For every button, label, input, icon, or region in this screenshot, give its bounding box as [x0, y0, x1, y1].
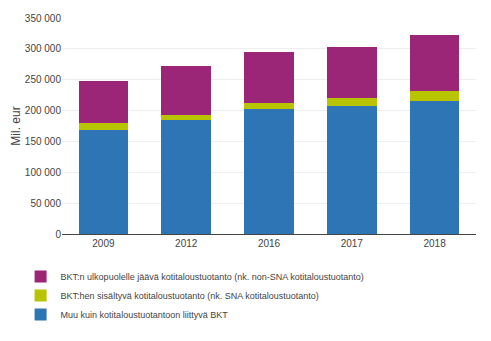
- svg-text:100 000: 100 000: [25, 167, 62, 178]
- svg-text:50 000: 50 000: [30, 198, 61, 209]
- svg-text:2009: 2009: [92, 238, 115, 249]
- svg-text:BKT:hen sisältyvä kotitaloustu: BKT:hen sisältyvä kotitaloustuotanto (nk…: [61, 291, 319, 301]
- svg-text:2012: 2012: [175, 238, 198, 249]
- svg-text:2017: 2017: [341, 238, 364, 249]
- svg-text:350 000: 350 000: [25, 13, 62, 24]
- svg-text:250 000: 250 000: [25, 74, 62, 85]
- svg-text:150 000: 150 000: [25, 136, 62, 147]
- svg-text:2018: 2018: [423, 238, 446, 249]
- svg-text:Muu kuin kotitaloustuotantoon: Muu kuin kotitaloustuotantoon liittyvä B…: [61, 310, 229, 320]
- svg-text:2016: 2016: [258, 238, 281, 249]
- svg-text:BKT:n ulkopuolelle jäävä kotit: BKT:n ulkopuolelle jäävä kotitaloustuota…: [61, 272, 364, 282]
- svg-text:200 000: 200 000: [25, 105, 62, 116]
- svg-text:Mil. eur: Mil. eur: [9, 106, 23, 145]
- svg-text:0: 0: [55, 229, 61, 240]
- svg-text:300 000: 300 000: [25, 43, 62, 54]
